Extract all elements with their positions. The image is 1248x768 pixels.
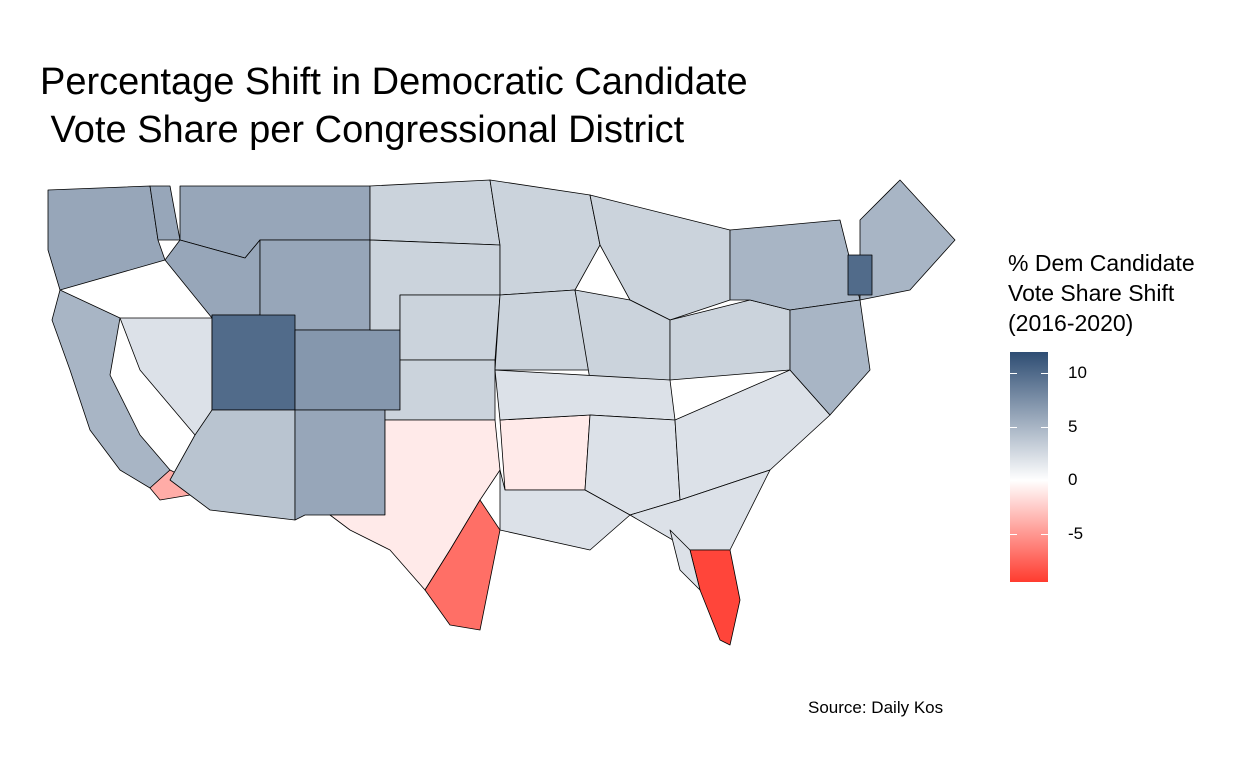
district-map bbox=[30, 170, 990, 670]
district-region-plains bbox=[369, 179, 501, 246]
district-region-arkansas bbox=[499, 414, 591, 491]
district-region-vermont bbox=[847, 254, 873, 296]
source-caption: Source: Daily Kos bbox=[808, 698, 944, 717]
us-map-svg bbox=[47, 179, 956, 646]
district-region-texas-south bbox=[424, 499, 501, 631]
legend-tick-mark bbox=[1010, 426, 1017, 428]
legend-colorbar bbox=[1010, 352, 1048, 582]
legend-tick-label: 10 bbox=[1068, 363, 1087, 383]
district-region-pacific-nw bbox=[47, 185, 166, 291]
district-region-south bbox=[674, 369, 831, 501]
district-region-midwest bbox=[494, 289, 591, 371]
legend-tick-mark bbox=[1041, 480, 1048, 482]
legend-tick-mark bbox=[1010, 373, 1017, 375]
district-region-florida-south bbox=[689, 549, 741, 646]
district-region-new-mexico bbox=[294, 409, 386, 521]
legend-tick-mark bbox=[1010, 533, 1017, 535]
district-region-northeast bbox=[859, 179, 956, 301]
district-region-nevada bbox=[119, 317, 213, 436]
legend-tick-label: 5 bbox=[1068, 416, 1078, 436]
district-region-northeast bbox=[729, 219, 861, 311]
district-region-plains bbox=[384, 359, 496, 421]
legend-title: % Dem Candidate Vote Share Shift (2016-2… bbox=[1008, 250, 1195, 336]
district-region-plains bbox=[399, 294, 501, 361]
district-region-colorado bbox=[294, 329, 401, 411]
legend-tick-mark bbox=[1041, 533, 1048, 535]
district-region-south bbox=[669, 529, 701, 591]
legend-tick-mark bbox=[1041, 426, 1048, 428]
legend-tick-label: -5 bbox=[1068, 523, 1084, 543]
legend-tick-label: 0 bbox=[1068, 470, 1078, 490]
chart-title: Percentage Shift in Democratic Candidate… bbox=[40, 61, 748, 151]
district-region-midwest bbox=[489, 179, 601, 296]
district-region-northeast bbox=[789, 299, 871, 416]
district-region-utah bbox=[211, 314, 296, 411]
legend-tick-mark bbox=[1041, 373, 1048, 375]
legend-tick-mark bbox=[1010, 480, 1017, 482]
